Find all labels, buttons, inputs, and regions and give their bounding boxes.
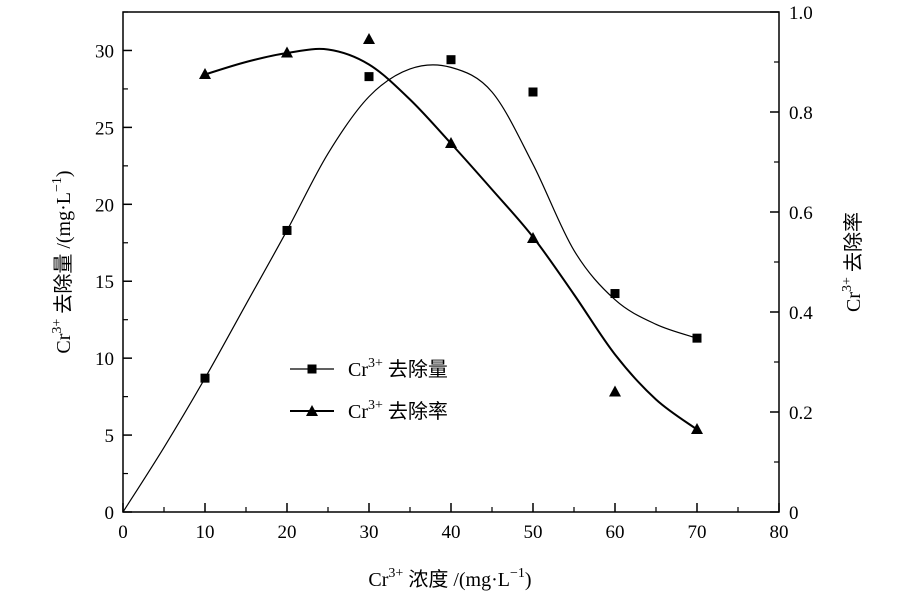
y-left-tick-label: 10: [95, 349, 114, 370]
y-right-axis-title-main: Cr: [843, 292, 865, 312]
y-left-axis-title-sup: 3+: [50, 319, 65, 334]
point-removal-amount: [692, 333, 702, 343]
y-left-axis-title-sup2: −1: [50, 177, 65, 192]
y-left-tick-label: 5: [105, 426, 115, 447]
point-removal-rate: [445, 137, 457, 148]
y-left-tick-label: 25: [95, 118, 114, 139]
legend-label-removal-rate-main: Cr: [348, 401, 368, 423]
point-removal-rate: [363, 33, 375, 44]
point-removal-amount: [528, 87, 538, 97]
x-axis-ticks: 0 10 20 30 40 50 60 70 80: [118, 503, 789, 543]
point-removal-rate: [199, 68, 211, 79]
x-tick-label: 10: [196, 522, 215, 543]
y-right-tick-label: 1.0: [789, 3, 813, 24]
series-markers: [199, 33, 703, 434]
x-tick-label: 0: [118, 522, 128, 543]
x-axis-title-end: ): [525, 569, 532, 591]
y-right-axis-title: Cr3+ 去除率: [840, 212, 865, 312]
point-removal-rate: [691, 423, 703, 434]
y-left-tick-label: 0: [105, 503, 115, 524]
y-left-axis-title-end: ): [53, 170, 75, 177]
y-right-tick-label: 0: [789, 503, 799, 524]
y-right-tick-label: 0.4: [789, 303, 813, 324]
y-left-axis-ticks: 0 5 10 15 20 25 30: [95, 11, 132, 524]
legend-label-removal-rate-rest: 去除率: [383, 400, 448, 423]
x-axis-title-sup2: −1: [510, 566, 525, 581]
y-left-axis-title: Cr3+ 去除量 /(mg·L−1): [50, 170, 75, 353]
plot-border: [122, 11, 780, 513]
legend-label-removal-rate-sup: 3+: [368, 398, 383, 413]
y-left-tick-label: 20: [95, 195, 114, 216]
legend-label-removal-amount: Cr3+ 去除量: [348, 356, 448, 381]
x-tick-label: 20: [278, 522, 297, 543]
point-removal-rate: [527, 232, 539, 243]
y-right-tick-label: 0.6: [789, 203, 813, 224]
series-curves: [122, 47, 698, 513]
y-left-axis-title-main: Cr: [53, 333, 75, 353]
point-removal-amount: [282, 225, 292, 235]
y-right-axis-title-sup: 3+: [840, 277, 855, 292]
point-removal-amount: [200, 373, 210, 383]
x-tick-label: 70: [688, 522, 707, 543]
plot-frame: [122, 11, 780, 513]
x-tick-label: 50: [524, 522, 543, 543]
legend-marker-triangle: [306, 405, 318, 416]
x-axis-title-sup: 3+: [388, 566, 403, 581]
y-right-axis-title-rest: 去除率: [842, 212, 865, 277]
x-tick-label: 60: [606, 522, 625, 543]
y-right-axis-ticks: 0 0.2 0.4 0.6 0.8 1.0: [770, 3, 813, 524]
curve-removal-amount: [122, 64, 698, 513]
legend-label-removal-amount-rest: 去除量: [383, 358, 448, 381]
legend-label-removal-amount-sup: 3+: [368, 356, 383, 371]
point-removal-amount: [610, 289, 620, 299]
x-tick-label: 30: [360, 522, 379, 543]
legend-label-removal-amount-main: Cr: [348, 359, 368, 381]
legend-marker-square: [307, 364, 317, 374]
legend: Cr3+ 去除量 Cr3+ 去除率: [290, 356, 448, 423]
point-removal-rate: [281, 46, 293, 58]
x-tick-label: 80: [770, 522, 789, 543]
curve-removal-rate: [204, 47, 698, 431]
legend-label-removal-rate: Cr3+ 去除率: [348, 398, 448, 423]
x-tick-label: 40: [442, 522, 461, 543]
x-axis-title-main: Cr: [368, 569, 388, 591]
y-left-axis-title-rest: 去除量 /(mg·L: [52, 192, 75, 319]
x-axis-title: Cr3+ 浓度 /(mg·L−1): [368, 566, 531, 591]
y-right-tick-label: 0.2: [789, 403, 813, 424]
point-removal-amount: [364, 72, 374, 82]
y-left-tick-label: 15: [95, 272, 114, 293]
y-right-tick-label: 0.8: [789, 103, 813, 124]
y-left-tick-label: 30: [95, 41, 114, 62]
point-removal-amount: [446, 55, 456, 65]
x-axis-title-rest: 浓度 /(mg·L: [403, 568, 510, 591]
point-removal-rate: [609, 385, 621, 397]
